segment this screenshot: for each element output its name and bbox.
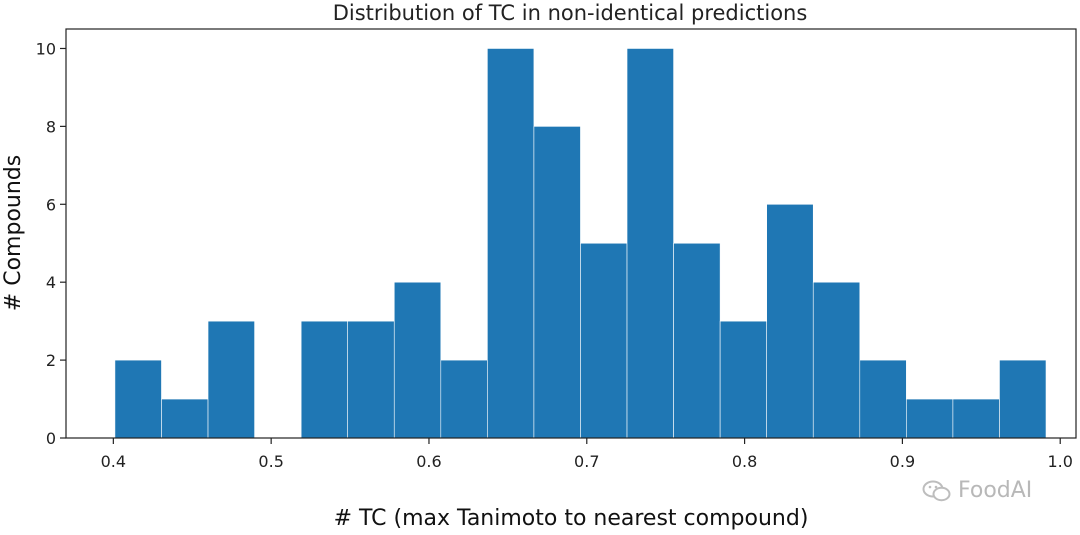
- x-tick-label: 0.6: [416, 452, 441, 471]
- x-axis-label: # TC (max Tanimoto to nearest compound): [334, 506, 809, 531]
- histogram-bar: [999, 359, 1047, 439]
- histogram-bar: [766, 203, 814, 439]
- y-tick-label: 0: [46, 429, 56, 448]
- histogram-bar: [300, 320, 348, 439]
- histogram-bar: [812, 281, 861, 439]
- histogram-bar: [626, 48, 674, 439]
- wechat-icon: [922, 479, 952, 503]
- histogram-bar: [114, 359, 162, 439]
- x-tick-label: 0.7: [574, 452, 599, 471]
- x-tick-label: 1.0: [1047, 452, 1072, 471]
- y-tick-label: 4: [46, 273, 56, 292]
- plot-frame: [65, 28, 1077, 439]
- histogram-bar: [952, 398, 1000, 439]
- x-tick-label: 0.5: [258, 452, 283, 471]
- histogram-bar: [440, 359, 488, 439]
- watermark: FoodAI: [922, 478, 1032, 503]
- bars-group: [114, 48, 1047, 439]
- x-tick-label: 0.4: [101, 452, 126, 471]
- histogram-bar: [906, 398, 954, 439]
- histogram-bar: [859, 359, 907, 439]
- y-axis-ticks: 0 2 4 6 8 10: [36, 39, 66, 448]
- chart-title: Distribution of TC in non-identical pred…: [333, 1, 808, 25]
- histogram-bar: [161, 398, 209, 439]
- y-tick-label: 6: [46, 195, 56, 214]
- histogram-bar: [673, 242, 721, 439]
- histogram-bar: [533, 126, 581, 439]
- x-tick-label: 0.9: [890, 452, 915, 471]
- y-axis-label: # Compounds: [1, 155, 26, 311]
- y-tick-label: 8: [46, 117, 56, 136]
- histogram-bar: [347, 320, 395, 439]
- histogram-bar: [487, 48, 535, 439]
- y-tick-label: 2: [46, 351, 56, 370]
- x-axis-ticks: 0.4 0.5 0.6 0.7 0.8 0.9 1.0: [101, 438, 1073, 471]
- y-tick-label: 10: [36, 39, 56, 58]
- histogram-bar: [719, 320, 767, 439]
- histogram-bar: [207, 320, 255, 439]
- histogram-bar: [393, 281, 442, 439]
- watermark-text: FoodAI: [958, 478, 1033, 503]
- x-tick-label: 0.8: [732, 452, 757, 471]
- histogram-bar: [580, 242, 628, 439]
